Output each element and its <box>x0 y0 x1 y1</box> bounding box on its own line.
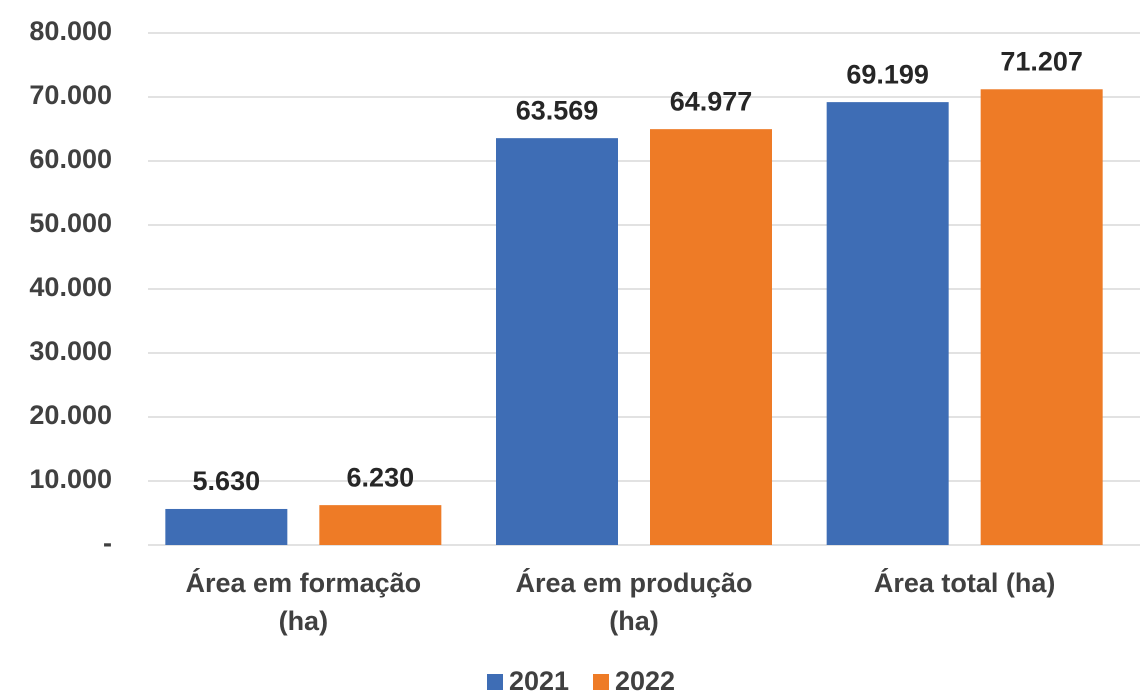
y-tick-label: - <box>103 528 112 558</box>
bar <box>650 129 772 545</box>
x-tick-label: Área em formação <box>186 567 422 598</box>
y-tick-label: 60.000 <box>29 144 112 174</box>
y-tick-label: 80.000 <box>29 16 112 46</box>
value-label: 69.199 <box>846 59 929 89</box>
y-tick-label: 50.000 <box>29 208 112 238</box>
bar <box>319 505 442 545</box>
legend-swatch <box>487 674 503 690</box>
legend-swatch <box>593 674 609 690</box>
bar <box>496 138 618 546</box>
bar <box>980 89 1103 545</box>
value-label: 63.569 <box>516 95 599 125</box>
x-tick-label: Área total (ha) <box>874 567 1056 598</box>
bar <box>165 508 288 545</box>
legend-label: 2022 <box>615 666 675 695</box>
x-tick-label: (ha) <box>279 606 329 636</box>
value-label: 64.977 <box>670 86 753 116</box>
value-label: 71.207 <box>1000 46 1083 76</box>
x-tick-label: Área em produção <box>515 567 752 598</box>
y-tick-label: 10.000 <box>29 464 112 494</box>
y-tick-label: 20.000 <box>29 400 112 430</box>
bar <box>826 102 949 545</box>
legend-label: 2021 <box>509 666 569 695</box>
y-tick-label: 70.000 <box>29 80 112 110</box>
x-tick-label: (ha) <box>609 606 659 636</box>
y-tick-label: 30.000 <box>29 336 112 366</box>
value-label: 6.230 <box>347 462 415 492</box>
y-tick-label: 40.000 <box>29 272 112 302</box>
value-label: 5.630 <box>193 466 261 496</box>
